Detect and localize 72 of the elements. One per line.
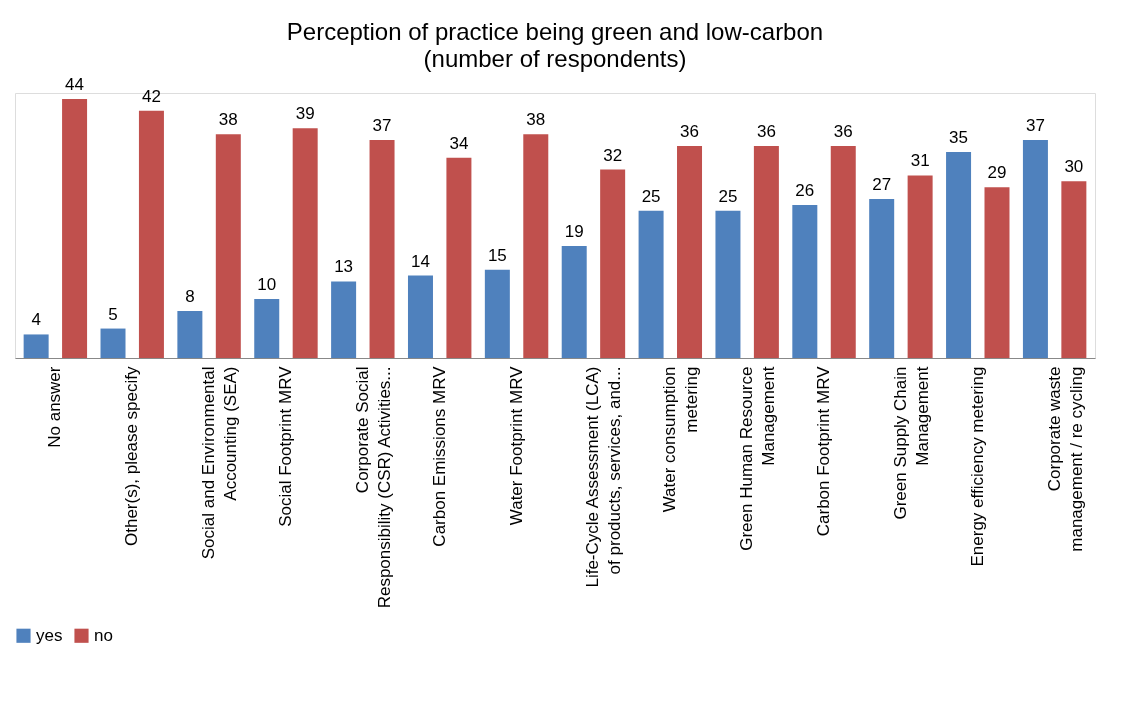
bar [792,204,818,358]
x-tick-label: Energy efficiency metering [967,366,987,567]
bar [1022,140,1048,358]
x-tick-label: Other(s), please specify [122,366,142,547]
data-label: 13 [334,257,354,277]
data-label: 35 [949,127,969,147]
data-label: 34 [449,133,469,153]
bar [677,146,703,358]
data-label: 31 [910,151,930,171]
x-tick-label: Green Supply Chain Management [890,366,932,520]
data-label: 26 [795,180,815,200]
data-label: 36 [680,122,699,141]
data-label: 44 [65,74,85,94]
x-tick-label: Social Footprint MRV [275,365,295,527]
bar [292,128,318,358]
data-label: 30 [1064,157,1084,177]
bar [446,157,472,358]
data-label: 25 [641,186,661,206]
bar [138,110,164,358]
data-label: 38 [526,110,546,130]
data-label: 25 [718,186,738,206]
bar [62,98,88,358]
data-label: 27 [872,175,892,194]
data-label: 32 [603,145,623,165]
bar [484,269,510,358]
data-label: 29 [987,163,1007,183]
chart-title: Perception of practice being green and low-carbon [286,17,824,45]
x-tick-label: Corporate Social Responsibility (CSR) Activities... [352,366,394,609]
data-label: 4 [31,310,41,330]
data-label: 8 [185,286,195,306]
legend-label: yes [36,625,63,645]
bar [254,299,280,358]
bar [100,328,126,358]
x-tick-label: No answer [45,366,65,448]
x-tick-label: Life-Cycle Assessment (LCA) of products, services, and... [583,366,625,588]
data-label: 19 [564,222,584,242]
bar [407,275,433,358]
data-label: 39 [295,104,315,124]
data-label: 10 [257,275,277,295]
data-label: 42 [141,86,161,106]
data-label: 37 [1025,116,1045,136]
x-tick-label: Carbon Emissions MRV [429,365,449,547]
bar [715,210,741,358]
bar [1061,181,1087,358]
bar [984,187,1010,358]
bar [600,169,626,358]
bar [830,146,856,358]
x-tick-label: Corporate waste management / re cycling [1044,366,1086,552]
bar [753,146,779,358]
x-tick-label: Water Footprint MRV [506,365,526,526]
x-tick-label: Carbon Footprint MRV [814,365,834,537]
bar [946,151,972,358]
bar [331,281,357,358]
data-label: 36 [833,122,853,141]
data-label: 5 [108,304,118,324]
bar [638,210,664,358]
data-label: 38 [218,110,238,130]
bar [23,334,49,358]
data-label: 14 [411,251,430,271]
bar [523,134,549,358]
bar [561,246,587,358]
chart-subtitle: (number of respondents) [423,44,687,72]
data-label: 36 [756,122,776,141]
bar [869,199,895,358]
bar [215,134,241,358]
bar [369,140,395,358]
bar [907,175,933,358]
legend-label: no [94,625,113,645]
bar [177,310,203,358]
x-tick-label: Social and Environmental Accounting (SEA) [199,366,241,560]
data-label: 15 [487,245,507,265]
data-label: 37 [372,116,392,136]
